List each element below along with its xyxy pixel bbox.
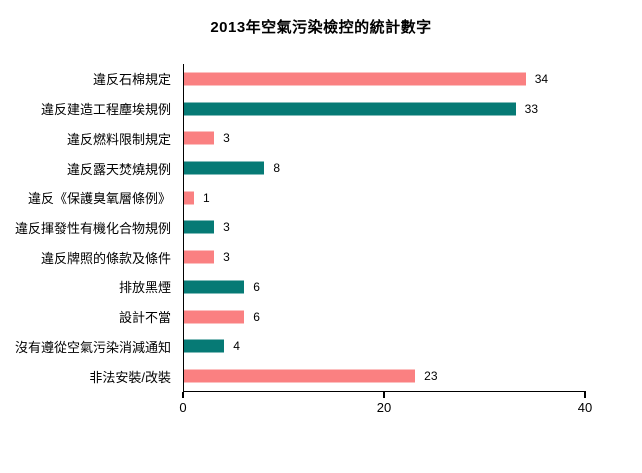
bar-row: 23	[184, 361, 586, 391]
value-label: 6	[253, 309, 260, 324]
bar-row: 33	[184, 94, 586, 124]
bar-row: 8	[184, 153, 586, 183]
x-axis-tick	[182, 392, 184, 398]
value-label: 8	[273, 161, 281, 176]
x-axis: 0 20 40	[179, 392, 592, 422]
bar	[184, 131, 215, 145]
value-label: 23	[424, 369, 438, 384]
x-axis-tick	[383, 392, 385, 398]
category-label: 違反《保護臭氧層條例》	[27, 191, 171, 207]
x-axis-tick	[584, 392, 586, 398]
value-label: 34	[534, 71, 549, 86]
bar	[184, 339, 225, 353]
bar	[184, 310, 245, 324]
bar	[184, 280, 245, 294]
category-label: 設計不當	[118, 310, 171, 326]
value-label: 6	[253, 279, 260, 294]
value-label: 3	[223, 131, 230, 146]
value-label: 33	[524, 101, 538, 116]
category-label: 違反燃料限制規定	[66, 131, 171, 147]
bar	[184, 220, 215, 234]
bar-row: 3	[184, 123, 586, 153]
bar	[184, 250, 215, 264]
bar-row: 6	[184, 302, 586, 332]
bar-row: 1	[184, 183, 586, 213]
bar	[184, 102, 516, 116]
x-axis-tick-label: 40	[577, 400, 593, 415]
plot-area: 34 33 3 8 1 3 3 6 6 4 23	[183, 64, 586, 392]
value-label: 3	[223, 250, 230, 265]
value-label: 3	[223, 220, 230, 235]
category-label: 沒有遵從空氣污染消減通知	[14, 339, 171, 355]
bar-row: 6	[184, 272, 586, 302]
bar	[184, 191, 195, 205]
y-axis-labels: 違反石棉規定違反建造工程塵埃規例違反燃料限制規定 違反露天焚燒規例違反《保護臭氧層…	[0, 64, 177, 391]
bar	[184, 72, 526, 86]
x-axis-tick-label: 0	[179, 400, 187, 415]
bar	[184, 369, 416, 383]
chart-title: 2013年空氣污染檢控的統計數字	[210, 19, 432, 36]
category-label: 排放黑煙	[118, 280, 171, 296]
category-label: 非法安裝/改裝	[89, 369, 171, 385]
bar	[184, 161, 265, 175]
category-label: 違反石棉規定	[92, 72, 171, 88]
value-label: 1	[203, 190, 210, 205]
category-label: 違反揮發性有機化合物規例	[14, 220, 171, 236]
x-axis-tick-label: 20	[376, 400, 392, 415]
category-label: 違反露天焚燒規例	[66, 161, 171, 177]
category-label: 違反牌照的條款及條件	[40, 250, 171, 266]
value-label: 4	[233, 339, 240, 354]
bar-row: 4	[184, 332, 586, 362]
category-label: 違反建造工程塵埃規例	[40, 102, 171, 118]
bar-row: 3	[184, 213, 586, 243]
bar-row: 3	[184, 242, 586, 272]
bar-row: 34	[184, 64, 586, 94]
